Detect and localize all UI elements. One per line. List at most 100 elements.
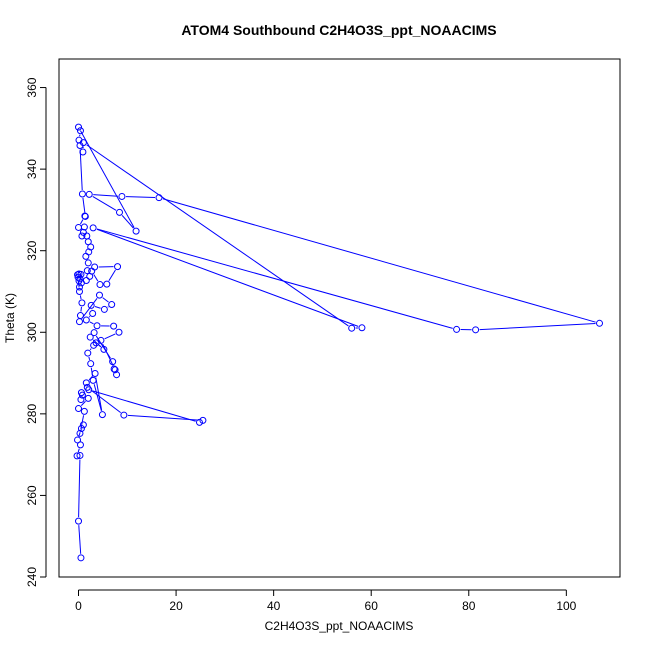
data-point xyxy=(82,276,90,284)
series-segment xyxy=(80,400,86,407)
data-point xyxy=(110,322,118,330)
data-point xyxy=(109,358,117,366)
x-tick-label: 40 xyxy=(267,599,281,613)
data-point xyxy=(79,421,87,429)
series-segment xyxy=(88,316,91,318)
series-segment xyxy=(92,339,102,348)
data-point xyxy=(114,263,122,271)
y-tick-label: 360 xyxy=(25,77,39,97)
data-point xyxy=(76,127,84,135)
data-point xyxy=(87,360,95,368)
data-point xyxy=(132,227,140,235)
y-tick-label: 320 xyxy=(25,240,39,260)
series-segment xyxy=(80,306,82,312)
series-segment xyxy=(89,321,94,325)
x-tick-label: 0 xyxy=(75,599,82,613)
data-point xyxy=(77,396,85,404)
series-segment xyxy=(92,390,196,422)
data-point xyxy=(82,316,90,324)
x-tick-label: 100 xyxy=(556,599,576,613)
plot-area xyxy=(73,123,604,562)
y-tick-label: 260 xyxy=(25,485,39,505)
data-point xyxy=(77,554,85,562)
data-point xyxy=(108,301,116,309)
series-segment xyxy=(479,323,596,331)
series-segment xyxy=(104,333,116,340)
series-segment xyxy=(79,295,82,300)
series-segment xyxy=(81,298,98,319)
data-point xyxy=(77,389,85,397)
data-point xyxy=(97,336,105,344)
series-segment xyxy=(93,194,118,197)
x-axis-label: C2H4O3S_ppt_NOAACIMS xyxy=(265,619,414,633)
x-tick-label: 20 xyxy=(169,599,183,613)
data-point xyxy=(86,333,94,341)
series-segment xyxy=(95,377,103,411)
y-tick-label: 280 xyxy=(25,404,39,424)
data-point xyxy=(89,310,97,318)
data-point xyxy=(77,425,85,433)
y-tick-label: 240 xyxy=(25,567,39,587)
data-point xyxy=(358,324,366,332)
data-point xyxy=(98,411,106,419)
data-point xyxy=(118,192,126,200)
data-point xyxy=(75,123,83,131)
data-point xyxy=(75,405,83,413)
data-point xyxy=(84,259,92,267)
data-point xyxy=(76,451,84,459)
series-segment xyxy=(78,525,82,554)
data-point xyxy=(195,418,203,426)
data-point xyxy=(75,223,83,231)
data-point xyxy=(80,407,88,415)
data-point xyxy=(100,305,108,313)
data-point xyxy=(95,291,103,299)
data-point xyxy=(83,267,91,275)
series-segment xyxy=(92,196,117,211)
data-point xyxy=(110,365,118,373)
data-point xyxy=(83,383,91,391)
series-segment xyxy=(88,356,91,360)
data-point xyxy=(84,394,92,402)
data-point xyxy=(120,411,128,419)
data-point xyxy=(90,329,98,337)
data-point xyxy=(89,224,97,232)
data-point xyxy=(75,277,83,285)
y-tick-label: 300 xyxy=(25,322,39,342)
data-point xyxy=(93,322,101,330)
data-point xyxy=(96,281,104,289)
data-point xyxy=(91,369,99,377)
data-point xyxy=(79,139,87,147)
data-point xyxy=(74,436,82,444)
series-segment xyxy=(102,297,109,303)
data-point xyxy=(88,267,96,275)
data-point xyxy=(103,280,111,288)
y-tick-label: 340 xyxy=(25,159,39,179)
series-segment xyxy=(77,448,80,453)
data-point xyxy=(75,287,83,295)
y-axis-label: Theta (K) xyxy=(3,293,17,343)
x-tick-label: 80 xyxy=(462,599,476,613)
series-segment xyxy=(102,343,114,367)
data-point xyxy=(472,326,480,334)
series-segment xyxy=(82,197,86,213)
y-axis: 240 260 280 300 320 340 360 xyxy=(25,77,47,587)
data-point xyxy=(81,212,89,220)
data-point xyxy=(76,312,84,320)
data-point xyxy=(78,299,86,307)
data-point xyxy=(100,345,108,353)
data-point xyxy=(85,190,93,198)
series-segment xyxy=(96,228,359,327)
data-point xyxy=(90,341,98,349)
series-segment xyxy=(78,459,81,518)
data-point xyxy=(78,232,86,240)
data-point xyxy=(115,328,123,336)
data-point xyxy=(84,349,92,357)
data-point xyxy=(79,148,87,156)
series-segment xyxy=(96,228,453,329)
data-point xyxy=(79,228,87,236)
series-segment xyxy=(78,432,81,437)
series-segment xyxy=(93,384,102,411)
series-segment xyxy=(125,196,156,199)
series-segment xyxy=(162,198,596,323)
